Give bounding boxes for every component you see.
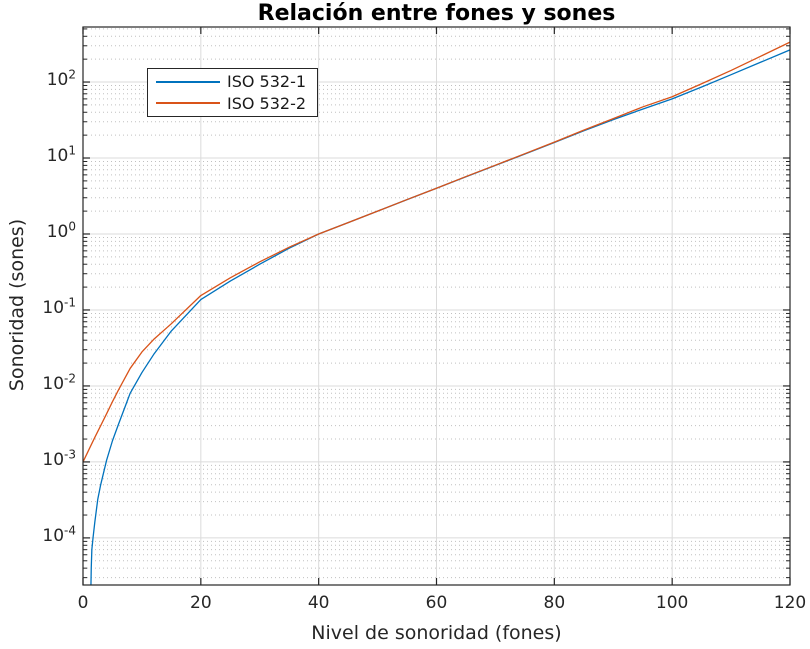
- legend-entry-iso-532-1: ISO 532-1: [156, 71, 313, 93]
- axis-ticks: [82, 27, 791, 585]
- series-line-iso-532-2: [83, 41, 790, 463]
- legend: ISO 532-1 ISO 532-2: [147, 68, 318, 117]
- legend-entry-iso-532-2: ISO 532-2: [156, 93, 313, 115]
- x-tick-label: 40: [307, 593, 330, 613]
- x-axis-label: Nivel de sonoridad (fones): [311, 622, 562, 644]
- y-tick-label: 10-3: [42, 447, 76, 470]
- y-tick-label: 10-4: [42, 523, 76, 546]
- legend-line-sample-icon: [156, 102, 220, 105]
- x-tick-label: 60: [425, 593, 448, 613]
- x-tick-label: 20: [190, 593, 212, 613]
- x-tick-label: 80: [543, 593, 566, 613]
- y-tick-label: 102: [46, 67, 76, 91]
- x-tick-label: 120: [773, 593, 807, 613]
- grid-major: [83, 27, 790, 585]
- y-tick-label: 100: [46, 219, 76, 242]
- x-tick-label: 100: [655, 593, 689, 613]
- y-tick-label: 10-1: [42, 295, 76, 318]
- chart-title: Relación entre fones y sones: [257, 1, 616, 26]
- y-tick-label: 10-2: [42, 371, 76, 394]
- series-line-iso-532-1: [90, 49, 790, 585]
- legend-label: ISO 532-1: [227, 72, 307, 92]
- legend-label: ISO 532-2: [227, 93, 307, 113]
- y-tick-label: 101: [46, 143, 76, 166]
- x-tick-label: 0: [77, 593, 89, 613]
- legend-line-sample-icon: [156, 80, 220, 83]
